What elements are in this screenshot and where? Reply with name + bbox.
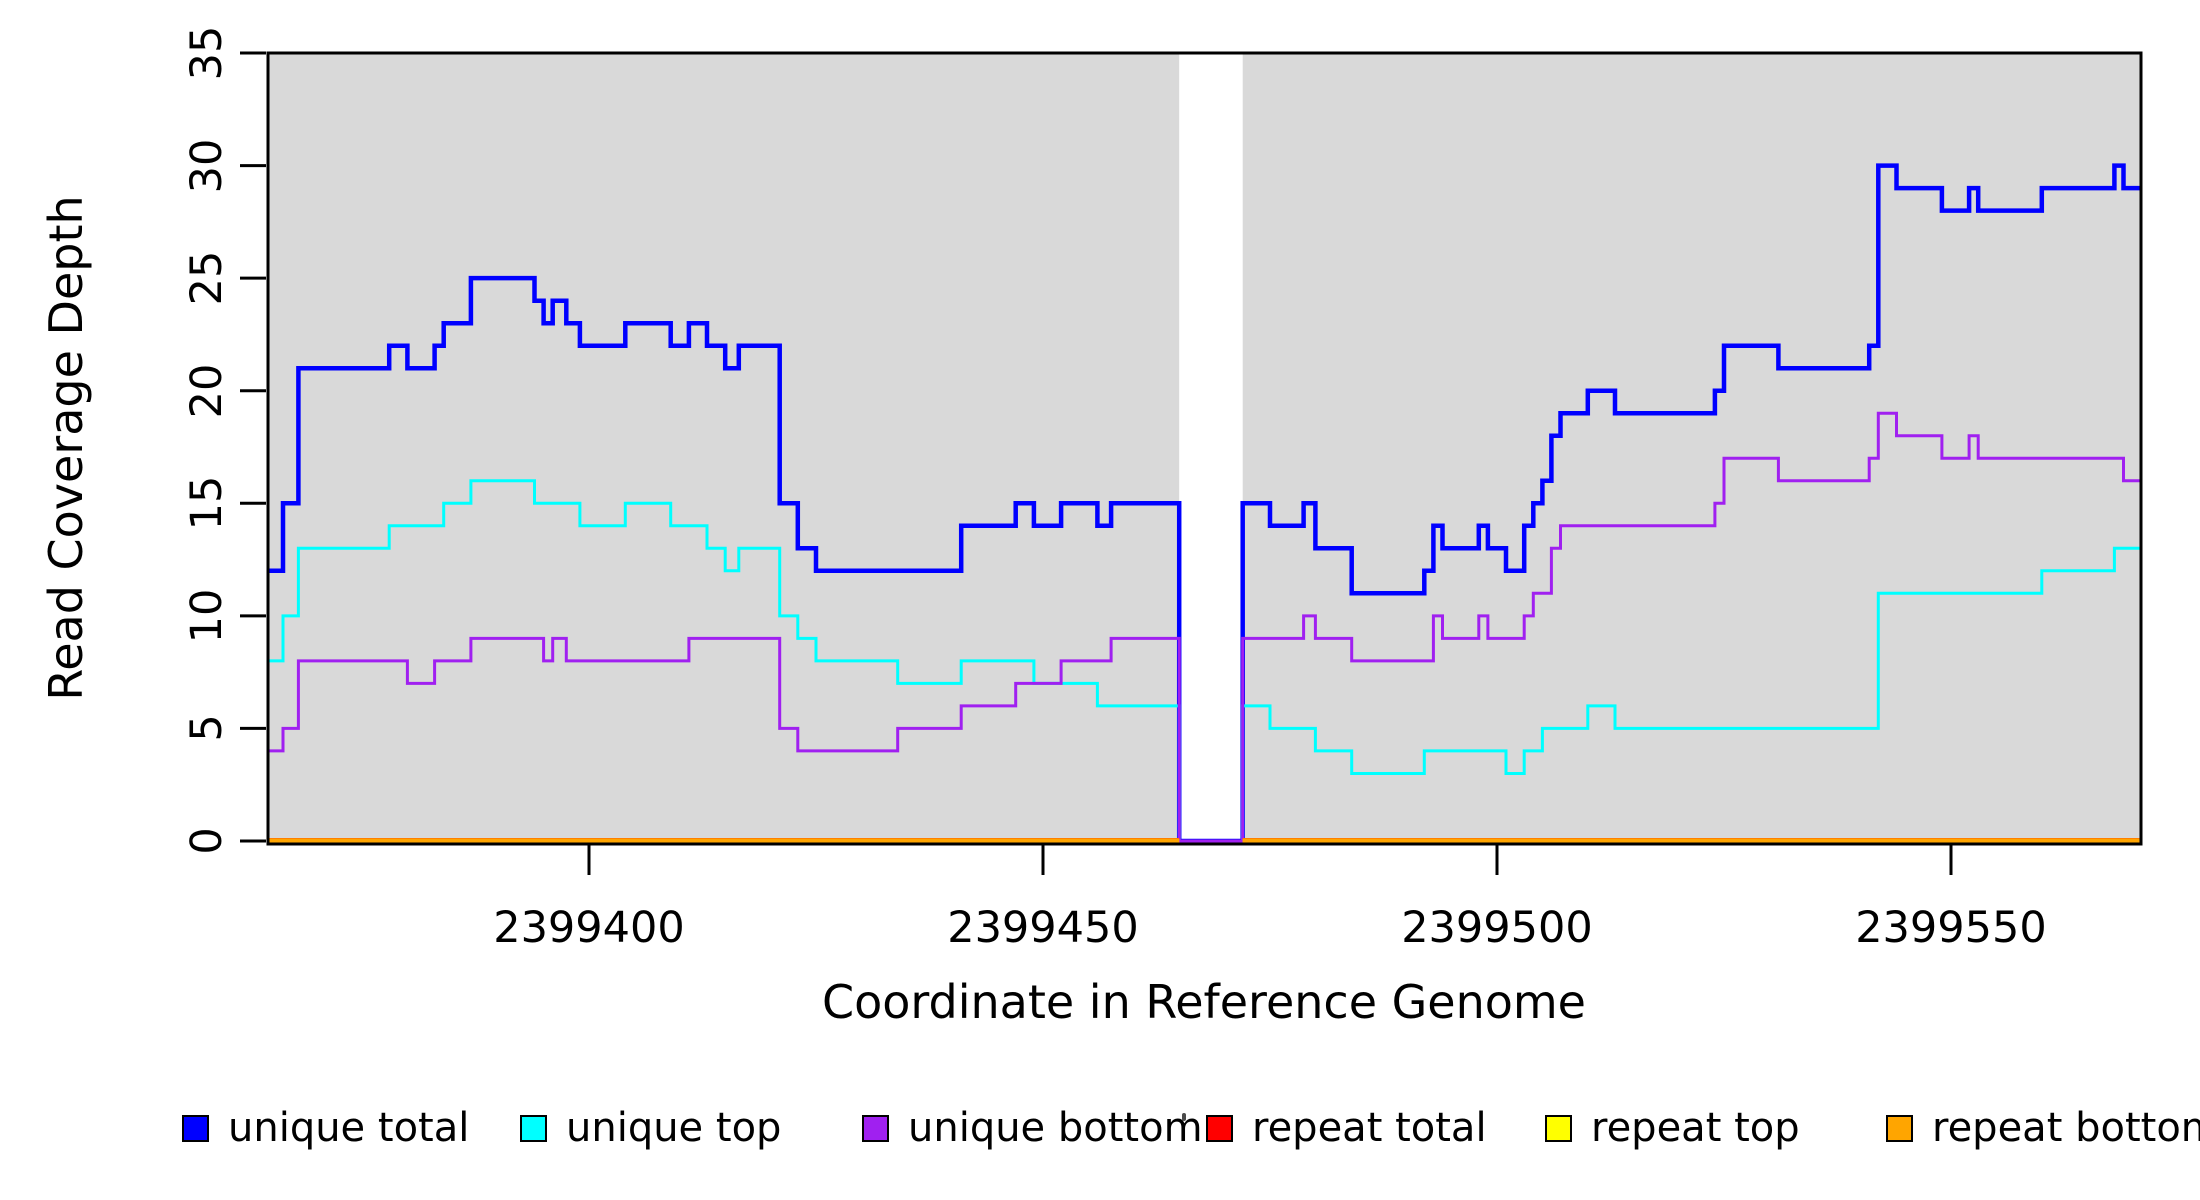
legend-label: repeat total	[1252, 1105, 1487, 1151]
legend-label: unique top	[566, 1105, 782, 1151]
legend-swatch-unique-total	[182, 1114, 209, 1142]
y-tick-label-0: 0	[182, 827, 232, 855]
x-axis-title: Coordinate in Reference Genome	[822, 975, 1586, 1029]
legend-swatch-repeat-top	[1545, 1114, 1572, 1142]
series-line-unique-total	[268, 163, 2141, 844]
legend-swatch-repeat-bottom	[1886, 1114, 1913, 1142]
y-tick-label-30: 30	[182, 138, 232, 193]
y-tick-label-10: 10	[182, 588, 232, 644]
y-tick-label-5: 5	[182, 714, 232, 743]
series-line-unique-bottom	[268, 411, 2141, 843]
legend-item-repeat-bottom: repeat bottom	[1886, 1105, 2200, 1151]
series-line-unique-top	[268, 479, 2141, 843]
legend-item-repeat-total: repeat total	[1206, 1105, 1487, 1151]
x-tick-label-2399550: 2399550	[1855, 903, 2047, 953]
legend-swatch-repeat-total	[1206, 1114, 1233, 1142]
panel-background-right	[1242, 53, 2141, 844]
legend-label: unique total	[228, 1105, 470, 1151]
y-tick-label-15: 15	[182, 475, 232, 531]
legend-item-unique-bottom: unique bottom	[862, 1105, 1203, 1151]
y-axis-title: Read Coverage Depth	[39, 195, 93, 701]
x-tick-label-2399450: 2399450	[947, 903, 1139, 953]
y-tick-label-25: 25	[182, 250, 232, 306]
legend-swatch-unique-top	[520, 1114, 547, 1142]
legend-label: repeat top	[1591, 1105, 1800, 1151]
y-tick-label-35: 35	[182, 25, 232, 81]
x-tick-label-2399400: 2399400	[493, 903, 685, 953]
panel-background-left	[268, 53, 1180, 844]
x-tick-label-2399500: 2399500	[1401, 903, 1593, 953]
legend-item-unique-top: unique top	[520, 1105, 782, 1151]
plot-border	[266, 51, 2143, 846]
legend-label: repeat bottom	[1932, 1105, 2200, 1151]
legend-swatch-unique-bottom	[862, 1114, 889, 1142]
stray-mark	[1182, 1113, 1186, 1121]
legend-item-repeat-top: repeat top	[1545, 1105, 1800, 1151]
y-tick-label-20: 20	[182, 363, 232, 419]
legend-item-unique-total: unique total	[182, 1105, 470, 1151]
legend-label: unique bottom	[908, 1105, 1203, 1151]
